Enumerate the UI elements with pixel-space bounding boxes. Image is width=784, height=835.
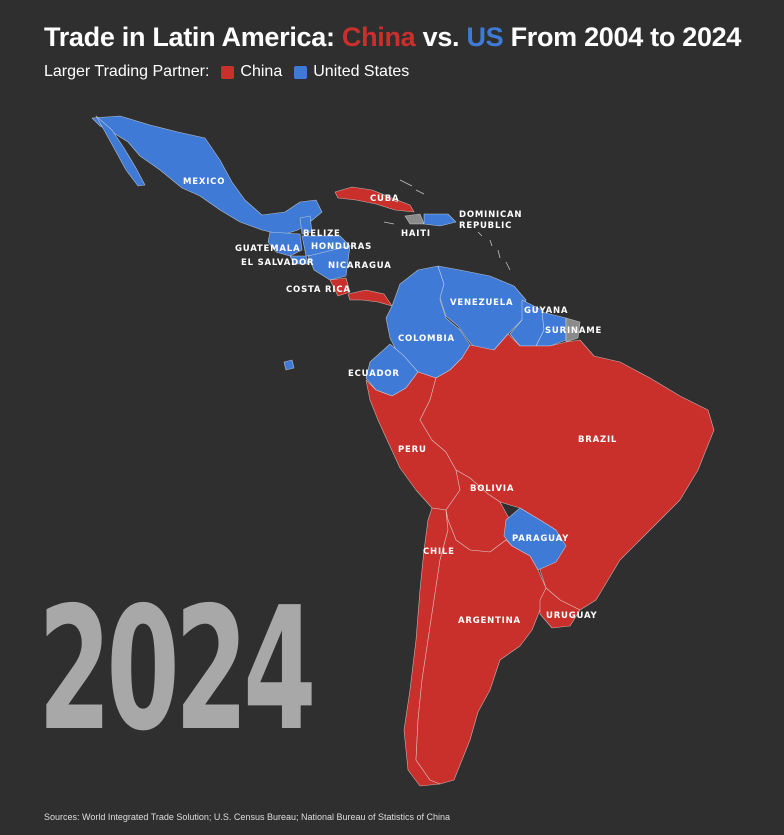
label-honduras: HONDURAS xyxy=(311,242,372,252)
label-colombia: COLOMBIA xyxy=(398,334,455,344)
label-argentina: ARGENTINA xyxy=(458,616,521,626)
territory-french-guiana xyxy=(565,317,581,343)
year-label: 2024 xyxy=(38,571,316,769)
title-china: China xyxy=(341,22,416,52)
label-nicaragua: NICARAGUA xyxy=(328,261,392,271)
label-ecuador: ECUADOR xyxy=(348,369,400,379)
legend-swatch-china xyxy=(221,65,235,79)
country-mexico-baja xyxy=(95,115,146,187)
caribbean-islands xyxy=(383,179,511,271)
label-haiti: HAITI xyxy=(401,229,431,239)
country-cuba xyxy=(334,186,415,213)
country-argentina xyxy=(415,509,547,785)
label-paraguay: PARAGUAY xyxy=(512,534,569,544)
label-dominican: DOMINICAN xyxy=(459,210,522,220)
label-mexico: MEXICO xyxy=(183,177,225,187)
map-title: Trade in Latin America: China vs. US Fro… xyxy=(44,22,741,53)
legend-swatch-us xyxy=(294,65,308,79)
legend-label: Larger Trading Partner: xyxy=(44,63,210,80)
label-suriname: SURINAME xyxy=(545,326,602,336)
country-brazil xyxy=(419,333,715,611)
title-suffix: From 2004 to 2024 xyxy=(503,22,742,52)
title-us: US xyxy=(466,22,504,52)
country-panama xyxy=(347,289,393,307)
legend: Larger Trading Partner: China United Sta… xyxy=(44,63,409,81)
label-republic: REPUBLIC xyxy=(459,221,512,231)
label-bolivia: BOLIVIA xyxy=(470,484,514,494)
islands-galapagos xyxy=(283,359,295,371)
label-guatemala: GUATEMALA xyxy=(235,244,300,254)
label-cuba: CUBA xyxy=(370,194,399,204)
label-belize: BELIZE xyxy=(303,229,341,239)
legend-item-china: China xyxy=(240,63,283,80)
label-uruguay: URUGUAY xyxy=(546,611,598,621)
source-note: Sources: World Integrated Trade Solution… xyxy=(44,812,451,822)
country-el-salvador xyxy=(289,255,309,265)
country-costa-rica xyxy=(329,277,351,297)
title-vs: vs. xyxy=(415,22,467,52)
label-brazil: BRAZIL xyxy=(578,435,617,445)
country-haiti xyxy=(404,213,425,225)
country-belize xyxy=(299,215,313,235)
country-labels: MEXICO CUBA HAITI DOMINICAN REPUBLIC BEL… xyxy=(183,177,617,626)
country-nicaragua xyxy=(307,245,351,281)
label-costa-rica: COSTA RICA xyxy=(286,285,351,295)
label-venezuela: VENEZUELA xyxy=(450,298,513,308)
label-peru: PERU xyxy=(398,445,427,455)
title-prefix: Trade in Latin America: xyxy=(44,22,342,52)
country-uruguay xyxy=(539,587,581,629)
label-el-salvador: EL SALVADOR xyxy=(241,258,314,268)
legend-item-us: United States xyxy=(313,63,410,80)
country-paraguay xyxy=(503,507,567,571)
country-mexico xyxy=(91,115,323,236)
country-dominican-republic xyxy=(423,213,457,227)
label-guyana: GUYANA xyxy=(524,306,568,316)
label-chile: CHILE xyxy=(423,547,455,557)
